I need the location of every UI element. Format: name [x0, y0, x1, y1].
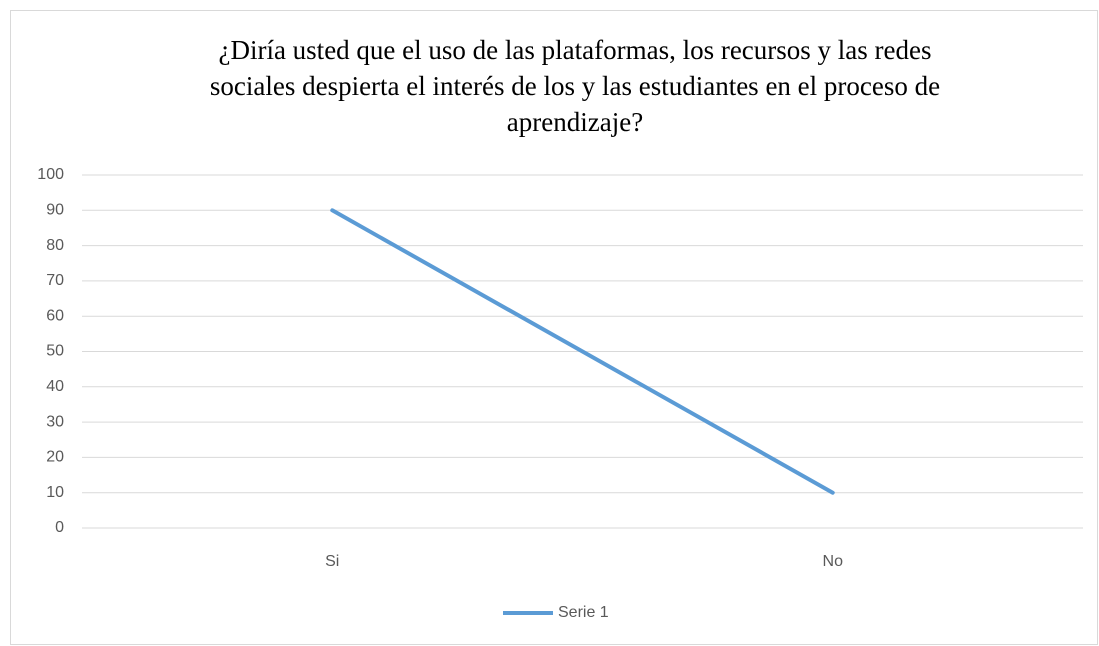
chart-title: ¿Diría usted que el uso de las plataform…: [209, 35, 941, 137]
legend-label: Serie 1: [558, 604, 609, 621]
series-line: [330, 208, 835, 495]
y-tick-label: 20: [46, 449, 64, 466]
x-tick-label: Si: [325, 553, 339, 570]
y-tick-label: 30: [46, 413, 64, 430]
y-tick-label: 90: [46, 202, 64, 219]
y-tick-label: 40: [46, 378, 64, 395]
y-tick-label: 100: [37, 166, 64, 183]
y-tick-label: 60: [46, 307, 64, 324]
chart-border: [10, 10, 1098, 645]
y-tick-label: 0: [55, 519, 64, 536]
y-tick-label: 10: [46, 484, 64, 501]
y-tick-label: 50: [46, 343, 64, 360]
x-tick-label: No: [823, 553, 844, 570]
y-tick-label: 80: [46, 237, 64, 254]
y-tick-label: 70: [46, 272, 64, 289]
